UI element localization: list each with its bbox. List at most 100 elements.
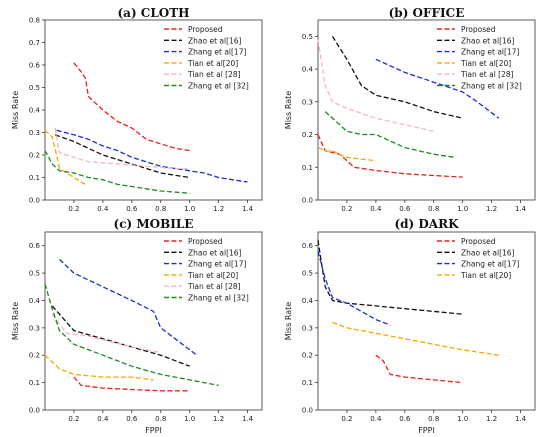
chart-mobile-y-tick-label: 0.1 bbox=[29, 379, 40, 387]
chart-dark-y-tick-label: 0.5 bbox=[302, 270, 313, 278]
chart-mobile-legend-label-zhang-et-al-17: Zhang et al[17] bbox=[188, 260, 246, 269]
chart-mobile-y-tick-label: 0.5 bbox=[29, 270, 40, 278]
chart-mobile-legend-label-tian-et-al-28: Tian et al [28] bbox=[187, 282, 241, 291]
chart-cloth-y-tick-label: 0.3 bbox=[29, 129, 40, 137]
chart-office-x-tick-label: 0.4 bbox=[370, 205, 382, 213]
chart-cloth-x-tick-label: 1.2 bbox=[213, 205, 224, 213]
chart-office-y-tick-label: 0.0 bbox=[302, 197, 313, 205]
chart-office-y-tick-label: 0.2 bbox=[302, 131, 313, 139]
chart-mobile-y-tick-label: 0.0 bbox=[29, 407, 40, 415]
chart-cloth-series-proposed bbox=[73, 62, 190, 152]
chart-dark-x-tick-label: 0.4 bbox=[370, 415, 382, 423]
chart-office: (b) OFFICE 0.0 0.1 0.2 0.3 0.4 0.5 0.2 0.4 0.6 0.8… bbox=[284, 6, 536, 213]
chart-dark-x-tick-label: 1.4 bbox=[515, 415, 527, 423]
chart-cloth-legend-label-tian-et-al-28: Tian et al [28] bbox=[187, 70, 241, 79]
chart-office-series-tian-et-al-28 bbox=[317, 39, 434, 132]
chart-dark-y-tick-label: 0.1 bbox=[302, 379, 313, 387]
chart-office-legend-label-zhang-et-al-32: Zhang et al [32] bbox=[461, 82, 522, 91]
chart-dark-series-tian-et-al-20 bbox=[332, 321, 499, 356]
chart-dark-x-tick-label: 1.2 bbox=[486, 415, 497, 423]
chart-cloth-y-tick-label: 0.7 bbox=[29, 39, 40, 47]
chart-mobile-x-tick-label: 0.4 bbox=[97, 415, 109, 423]
chart-mobile-x-tick-label: 1.2 bbox=[213, 415, 224, 423]
chart-office-x-tick-label: 1.2 bbox=[486, 205, 497, 213]
chart-cloth-y-tick-label: 0.1 bbox=[29, 174, 40, 182]
chart-cloth-y-axis-label: Miss Rate bbox=[11, 91, 20, 129]
chart-mobile-series-zhao-et-al-16 bbox=[51, 305, 190, 367]
chart-office-y-tick-label: 0.4 bbox=[302, 66, 314, 74]
chart-mobile-y-tick-label: 0.3 bbox=[29, 324, 40, 332]
chart-dark-y-tick-label: 0.4 bbox=[302, 297, 314, 305]
chart-dark-series-proposed bbox=[375, 354, 463, 384]
chart-office-x-tick-label: 1.4 bbox=[515, 205, 527, 213]
chart-cloth-series-tian-et-al-28 bbox=[54, 127, 190, 170]
chart-office-y-tick-label: 0.1 bbox=[302, 164, 313, 172]
chart-cloth-legend-label-zhang-et-al-32: Zhang et al [32] bbox=[188, 82, 249, 91]
chart-mobile-title: (c) MOBILE bbox=[114, 217, 194, 231]
chart-cloth-x-tick-label: 1.4 bbox=[242, 205, 254, 213]
chart-dark-series-zhang-et-al-17 bbox=[317, 251, 391, 326]
chart-cloth: (a) CLOTH 0.0 0.1 0.2 0.3 0.4 0.5 0.6 0.7 0.8 0.2 0… bbox=[11, 6, 263, 213]
chart-office-series-zhao-et-al-16 bbox=[331, 36, 463, 119]
chart-mobile-y-tick-label: 0.2 bbox=[29, 352, 40, 360]
chart-office-series-proposed bbox=[317, 134, 463, 178]
chart-mobile-legend-label-tian-et-al-20: Tian et al[20] bbox=[187, 271, 238, 280]
chart-dark-x-axis-label: FPPI bbox=[418, 426, 435, 435]
chart-office-x-tick-label: 1.0 bbox=[457, 205, 468, 213]
chart-cloth-title: (a) CLOTH bbox=[117, 6, 189, 20]
chart-dark-x-tick-label: 0.8 bbox=[428, 415, 439, 423]
chart-mobile-series-zhang-et-al-32 bbox=[44, 283, 219, 387]
chart-mobile-plot-frame bbox=[44, 231, 263, 411]
chart-dark-y-tick-label: 0.0 bbox=[302, 407, 313, 415]
chart-dark-y-tick-label: 0.2 bbox=[302, 352, 313, 360]
chart-cloth-x-tick-label: 0.4 bbox=[97, 205, 109, 213]
chart-cloth-y-tick-label: 0.8 bbox=[29, 17, 40, 25]
chart-dark-series-zhao-et-al-16 bbox=[317, 240, 463, 315]
chart-office-series-tian-et-al-20 bbox=[317, 147, 376, 162]
chart-cloth-y-tick-label: 0.2 bbox=[29, 152, 40, 160]
chart-cloth-x-tick-label: 0.2 bbox=[68, 205, 79, 213]
chart-office-plot-frame bbox=[317, 19, 536, 201]
chart-office-title: (b) OFFICE bbox=[389, 6, 465, 20]
chart-mobile-x-tick-label: 0.8 bbox=[155, 415, 166, 423]
chart-cloth-y-tick-label: 0.0 bbox=[29, 197, 40, 205]
chart-office-y-tick-label: 0.5 bbox=[302, 33, 313, 41]
chart-office-legend-label-tian-et-al-28: Tian et al [28] bbox=[460, 70, 514, 79]
chart-dark-legend-label-proposed: Proposed bbox=[461, 237, 496, 246]
chart-dark-x-tick-label: 0.6 bbox=[399, 415, 411, 423]
chart-office-x-tick-label: 0.6 bbox=[399, 205, 411, 213]
chart-dark-title: (d) DARK bbox=[394, 217, 459, 231]
chart-cloth-y-tick-label: 0.6 bbox=[29, 62, 41, 70]
chart-mobile-y-tick-label: 0.4 bbox=[29, 297, 41, 305]
chart-cloth-legend-label-proposed: Proposed bbox=[188, 25, 223, 34]
chart-mobile-x-tick-label: 1.0 bbox=[184, 415, 195, 423]
chart-mobile-x-tick-label: 0.6 bbox=[126, 415, 138, 423]
chart-cloth-x-tick-label: 0.6 bbox=[126, 205, 138, 213]
chart-office-legend-label-zhao-et-al-16: Zhao et al[16] bbox=[461, 36, 515, 45]
chart-cloth-legend-label-zhao-et-al-16: Zhao et al[16] bbox=[188, 36, 242, 45]
chart-cloth-series-zhang-et-al-32 bbox=[44, 150, 190, 194]
chart-mobile-y-tick-label: 0.6 bbox=[29, 242, 41, 250]
chart-mobile-series-tian-et-al-20 bbox=[44, 354, 154, 381]
chart-office-x-tick-label: 0.2 bbox=[341, 205, 352, 213]
chart-cloth-x-tick-label: 0.8 bbox=[155, 205, 166, 213]
chart-office-series-zhang-et-al-32 bbox=[324, 111, 456, 159]
chart-cloth-legend-label-tian-et-al-20: Tian et al[20] bbox=[187, 59, 238, 68]
chart-mobile-x-tick-label: 0.2 bbox=[68, 415, 79, 423]
chart-dark-legend-label-tian-et-al-20: Tian et al[20] bbox=[460, 271, 511, 280]
chart-cloth-y-tick-label: 0.4 bbox=[29, 107, 41, 115]
chart-mobile-x-axis-label: FPPI bbox=[145, 426, 162, 435]
chart-mobile-series-tian-et-al-28 bbox=[51, 313, 161, 354]
chart-cloth-series-zhao-et-al-16 bbox=[54, 134, 190, 179]
chart-office-series-zhang-et-al-17 bbox=[375, 58, 500, 119]
chart-cloth-x-tick-label: 1.0 bbox=[184, 205, 195, 213]
chart-office-x-tick-label: 0.8 bbox=[428, 205, 439, 213]
chart-cloth-series-zhang-et-al-17 bbox=[56, 129, 248, 183]
chart-mobile-series-proposed bbox=[73, 376, 190, 392]
chart-office-y-axis-label: Miss Rate bbox=[284, 91, 293, 129]
chart-mobile-legend-label-proposed: Proposed bbox=[188, 237, 223, 246]
chart-mobile-legend-label-zhang-et-al-32: Zhang et al [32] bbox=[188, 294, 249, 303]
chart-mobile-legend-label-zhao-et-al-16: Zhao et al[16] bbox=[188, 248, 242, 257]
chart-dark-y-axis-label: Miss Rate bbox=[284, 302, 293, 340]
